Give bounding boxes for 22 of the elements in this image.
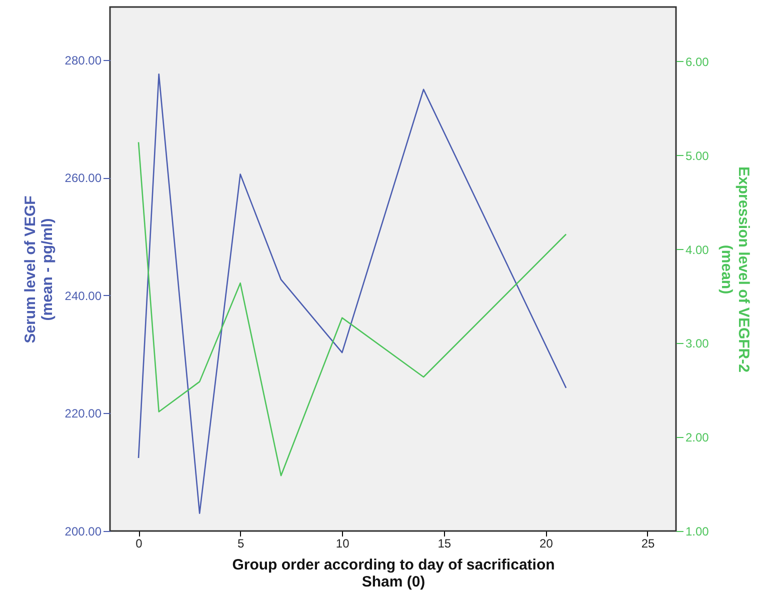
line-series [138,142,567,476]
y2-tick-label: 6.00 [686,54,710,69]
y2-tick-label: 5.00 [686,148,710,163]
x-tick-label: 10 [336,536,350,550]
y2-axis-title: Expression level of VEGFR-2 (mean) [718,166,752,372]
y2-tick-label: 4.00 [686,242,710,257]
x-tick-label: 20 [540,536,554,550]
x-tick-label: 5 [237,536,244,550]
x-tick-label: 25 [641,536,655,550]
y-tick-label: 280.00 [64,53,102,68]
y2-tick-label: 1.00 [686,524,710,538]
line-series [138,73,567,514]
x-axis-title: Group order according to day of sacrification Sham (0) [232,556,555,590]
x-tick-label: 0 [136,536,143,550]
y-tick-label: 240.00 [64,288,102,303]
y2-tick-label: 2.00 [686,430,710,445]
y-tick-label: 200.00 [64,524,102,538]
y-axis-title: Serum level of VEGF (mean - pg/ml) [22,196,56,344]
y-tick-label: 260.00 [64,171,102,186]
x-tick-label: 15 [438,536,452,550]
y-tick-label: 220.00 [64,406,102,421]
y2-tick-label: 3.00 [686,336,710,351]
